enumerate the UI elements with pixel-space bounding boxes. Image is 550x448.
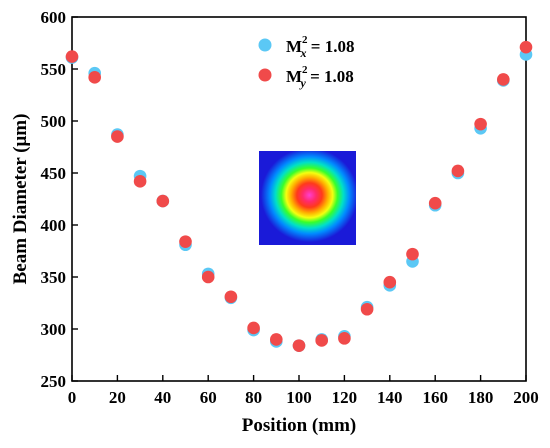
- data-point-y: [519, 40, 533, 54]
- y-tick-label: 400: [41, 216, 67, 235]
- data-point-y: [88, 71, 101, 84]
- data-point-y: [497, 73, 510, 86]
- data-point-y: [65, 50, 79, 63]
- x-axis-title: Position (mm): [242, 415, 357, 436]
- data-point-y: [360, 302, 374, 316]
- data-point-y: [428, 196, 442, 210]
- beam-profile-inset: [259, 151, 356, 245]
- legend: M2 x = 1.08 M2 y = 1.08: [258, 34, 354, 90]
- data-point-y: [406, 247, 419, 261]
- data-point-y: [270, 333, 283, 346]
- x-tick-label: 40: [154, 388, 171, 407]
- x-tick-label: 200: [513, 388, 539, 407]
- legend-label-x: M2 x = 1.08: [286, 34, 354, 60]
- data-point-y: [156, 194, 170, 208]
- x-tick-label: 0: [68, 388, 77, 407]
- data-point-y: [247, 321, 260, 335]
- data-point-y: [201, 270, 215, 284]
- data-point-y: [383, 275, 397, 289]
- y-tick-label: 350: [41, 268, 67, 287]
- x-tick-label: 120: [332, 388, 358, 407]
- y-tick-label: 500: [41, 112, 67, 131]
- x-tick-label: 60: [200, 388, 217, 407]
- data-point-y: [133, 175, 147, 188]
- x-tick-label: 140: [377, 388, 403, 407]
- x-tick-label: 180: [468, 388, 494, 407]
- y-tick-label: 250: [41, 372, 67, 391]
- data-point-y: [179, 235, 192, 248]
- x-tick-label: 80: [245, 388, 262, 407]
- data-point-y: [474, 117, 487, 131]
- y-tick-label: 600: [41, 8, 67, 27]
- legend-entry-x: M2 x = 1.08: [258, 34, 354, 60]
- y-tick-label: 450: [41, 164, 67, 183]
- data-point-y: [315, 334, 329, 347]
- data-point-y: [451, 164, 465, 178]
- y-tick-label: 550: [41, 60, 67, 79]
- data-point-y: [224, 290, 238, 304]
- x-tick-label: 160: [422, 388, 448, 407]
- data-point-y: [338, 332, 351, 345]
- x-tick-label: 20: [109, 388, 126, 407]
- legend-marker-x: [258, 38, 272, 52]
- legend-marker-y: [258, 68, 272, 82]
- data-point-y: [111, 130, 124, 143]
- y-axis-title: Beam Diameter (μm): [10, 114, 31, 285]
- data-point-y: [292, 339, 306, 352]
- y-tick-label: 300: [41, 320, 67, 339]
- x-tick-label: 100: [286, 388, 312, 407]
- legend-entry-y: M2 y = 1.08: [258, 64, 354, 90]
- legend-label-y: M2 y = 1.08: [286, 64, 354, 90]
